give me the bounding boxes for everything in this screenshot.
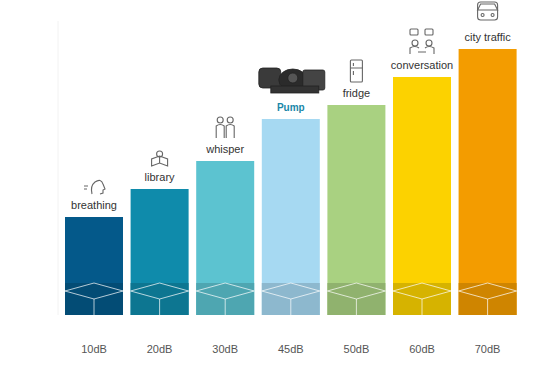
bar-base-lines [65,283,123,315]
bar-base [131,283,189,315]
category-icon [216,117,234,138]
bar-base [196,283,254,315]
data-label: 10dB [81,343,107,355]
data-label: 50dB [344,343,370,355]
data-label: 30dB [212,343,238,355]
category-label: city traffic [464,31,511,43]
category-label: breathing [71,199,117,211]
category-icon [350,60,362,82]
bar-base [262,283,320,315]
category-label: whisper [205,143,244,155]
bar-bases [65,283,517,315]
bar-base [393,283,451,315]
bar-base-lines [393,283,451,315]
category-label: fridge [343,87,371,99]
bar [327,105,385,315]
data-label: 70dB [475,343,501,355]
category-label: library [145,171,175,183]
labels: breathing 10dB library 20dB whisper 30dB Pump 4… [71,31,511,355]
bar-base-lines [196,283,254,315]
bar-base-lines [131,283,189,315]
bar [65,217,123,315]
category-icon [152,151,168,166]
bar-base [459,283,517,315]
data-label: 45dB [278,343,304,355]
bar [196,161,254,315]
category-icon [478,2,498,20]
data-label: 20dB [147,343,173,355]
bar [393,77,451,315]
bar [459,49,517,315]
pump-image [259,68,325,93]
category-icon [84,180,105,194]
bar [131,189,189,315]
chart-root: breathing 10dB library 20dB whisper 30dB Pump 4… [0,0,546,365]
chart: breathing 10dB library 20dB whisper 30dB Pump 4… [0,0,546,365]
icons [84,2,498,194]
bar-base [327,283,385,315]
data-label: 60dB [409,343,435,355]
category-label: conversation [391,59,453,71]
bar-base-lines [262,283,320,315]
bar-base [65,283,123,315]
bar-base-lines [327,283,385,315]
category-label: Pump [277,102,305,113]
bar-base-lines [459,283,517,315]
category-icon [410,29,434,54]
bars [65,49,517,315]
y-axis-line [58,21,59,315]
bar [262,119,320,315]
